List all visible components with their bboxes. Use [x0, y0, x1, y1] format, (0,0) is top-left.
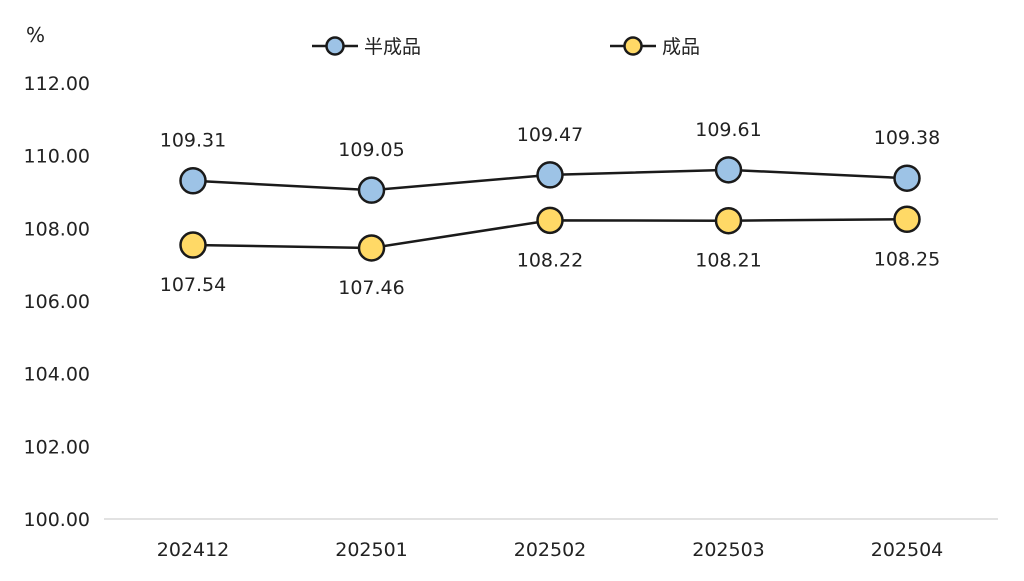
- data-point: [179, 231, 207, 259]
- y-axis-unit-label: %: [26, 23, 45, 47]
- legend-item: 半成品: [312, 36, 421, 58]
- data-label: 109.47: [517, 124, 583, 146]
- plot-area: 109.31 109.05 109.47 109.61 109.38 107.54 107.…: [160, 119, 940, 299]
- x-tick-label: 202412: [157, 539, 230, 561]
- y-tick-label: 110.00: [24, 146, 90, 168]
- legend: 半成品 成品: [312, 36, 700, 58]
- data-point: [357, 176, 386, 204]
- data-point: [357, 234, 386, 262]
- data-label: 109.38: [874, 127, 940, 149]
- data-label: 109.31: [160, 130, 226, 152]
- data-point: [714, 156, 743, 184]
- data-point: [536, 206, 564, 235]
- y-tick-label: 108.00: [24, 218, 90, 240]
- data-point: [714, 206, 743, 235]
- y-tick-label: 100.00: [24, 509, 90, 531]
- data-label: 108.21: [695, 250, 761, 272]
- x-axis: 202412 202501 202502 202503 202504: [157, 539, 944, 561]
- data-point: [893, 205, 921, 233]
- data-point: [536, 161, 564, 189]
- legend-label: 成品: [662, 36, 700, 58]
- data-label: 109.61: [695, 119, 761, 141]
- data-label: 107.54: [160, 274, 226, 296]
- legend-marker: [325, 36, 345, 56]
- y-tick-label: 104.00: [24, 364, 90, 386]
- y-tick-label: 102.00: [24, 436, 90, 458]
- legend-item: 成品: [610, 36, 700, 58]
- x-tick-label: 202502: [514, 539, 587, 561]
- data-point: [179, 166, 207, 195]
- x-tick-label: 202501: [335, 539, 408, 561]
- y-tick-label: 106.00: [24, 291, 90, 313]
- x-tick-label: 202503: [692, 539, 765, 561]
- data-label: 107.46: [338, 277, 404, 299]
- x-tick-label: 202504: [871, 539, 944, 561]
- y-axis: 100.00 102.00 104.00 106.00 108.00 110.00 112.…: [24, 73, 90, 531]
- legend-marker: [623, 36, 643, 56]
- data-point: [893, 164, 921, 192]
- y-tick-label: 112.00: [24, 73, 90, 95]
- data-label: 108.25: [874, 248, 940, 270]
- legend-label: 半成品: [364, 36, 421, 58]
- data-label: 108.22: [517, 249, 583, 271]
- data-label: 109.05: [338, 139, 404, 161]
